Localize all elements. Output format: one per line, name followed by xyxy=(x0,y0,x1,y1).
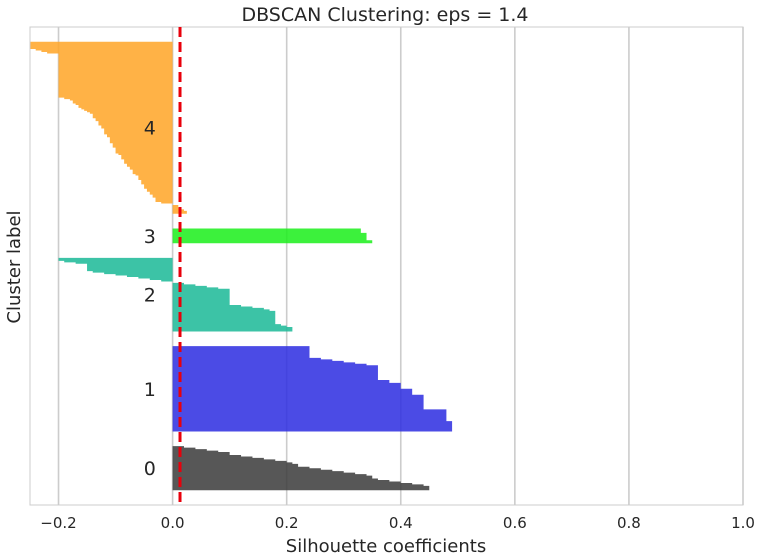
cluster-4-silhouette xyxy=(30,41,187,214)
cluster-0-label: 0 xyxy=(144,458,156,480)
chart-title: DBSCAN Clustering: eps = 1.4 xyxy=(241,4,528,26)
x-tick-label: 0.8 xyxy=(617,514,641,532)
plot-frame xyxy=(29,26,744,506)
cluster-3-silhouette xyxy=(172,228,373,244)
cluster-2-label: 2 xyxy=(144,285,156,307)
x-tick-label: 1.0 xyxy=(731,514,755,532)
cluster-1-label: 1 xyxy=(144,379,156,401)
y-axis-label: Cluster label xyxy=(4,210,25,323)
x-tick-label: 0.0 xyxy=(161,514,185,532)
x-axis-label: Silhouette coefficients xyxy=(286,536,486,557)
cluster-labels: 0 1 2 3 4 xyxy=(144,118,156,480)
cluster-1-silhouette xyxy=(172,346,453,432)
x-tick-labels: −0.2 0.0 0.2 0.4 0.6 0.8 1.0 xyxy=(40,514,755,532)
x-tick-label: 0.2 xyxy=(275,514,299,532)
cluster-2-silhouette xyxy=(58,257,293,332)
cluster-4-label: 4 xyxy=(144,118,156,140)
x-tick-label: 0.6 xyxy=(503,514,527,532)
x-tick-label: −0.2 xyxy=(40,514,76,532)
cluster-3-label: 3 xyxy=(144,226,156,248)
cluster-areas xyxy=(30,41,453,491)
cluster-0-silhouette xyxy=(172,446,430,491)
x-tick-label: 0.4 xyxy=(389,514,413,532)
